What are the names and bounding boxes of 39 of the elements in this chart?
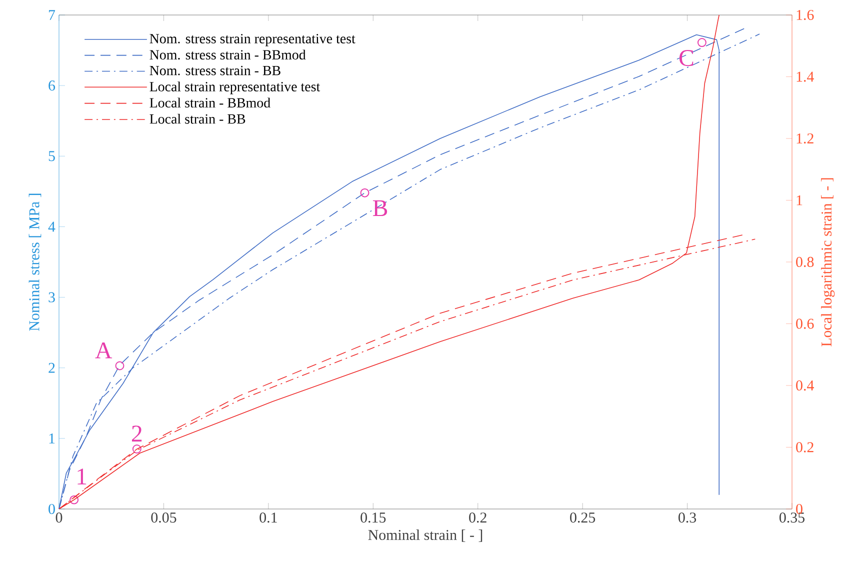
annotation: C	[679, 50, 694, 66]
y2-tick-label: 0	[796, 504, 802, 514]
y-tick-label: 5	[48, 151, 55, 162]
y-axis-title: Nominal stress [ MPa ]	[28, 194, 42, 331]
y2-tick-label: 0.8	[796, 256, 814, 268]
y2-axis-title: Local logarithmic strain [ - ]	[821, 178, 835, 346]
y2-tick-label: 1.6	[796, 10, 814, 20]
legend-label: Local strain - BBmod	[150, 98, 270, 108]
y2-tick-label: 0.2	[796, 442, 814, 452]
x-tick-label: 0.35	[779, 512, 804, 523]
x-tick-label: 0.2	[469, 512, 486, 523]
legend-label: Nom. stress strain representative test	[150, 34, 356, 46]
x-tick-label: 0.25	[570, 512, 596, 523]
x-tick-label: 0.1	[260, 512, 277, 523]
y2-tick-label: 1.2	[796, 133, 814, 144]
y-tick-label: 3	[48, 292, 55, 302]
annotation: B	[372, 200, 388, 216]
legend-label: Nom. stress strain - BB	[150, 66, 280, 76]
legend-label: Local strain - BB	[150, 114, 246, 124]
y-tick-label: 0	[48, 504, 55, 514]
x-tick-label: 0.15	[360, 512, 386, 523]
legend-label: Local strain representative test	[150, 82, 320, 94]
y2-tick-label: 1	[796, 195, 802, 206]
y-tick-label: 2	[48, 362, 55, 373]
annotation: 2	[132, 426, 142, 442]
y2-tick-label: 0.6	[796, 318, 814, 329]
annotation: 1	[78, 468, 86, 484]
y-tick-label: 1	[49, 434, 55, 444]
legend-label: Nom. stress strain - BBmod	[150, 50, 306, 60]
x-tick-label: 0.05	[151, 512, 176, 523]
y-tick-label: 4	[48, 222, 56, 232]
annotation: A	[95, 342, 112, 358]
x-axis-title: Nominal strain [ - ]	[368, 530, 482, 542]
y2-tick-label: 0.4	[796, 380, 814, 391]
y-tick-label: 7	[48, 10, 56, 20]
x-tick-label: 0	[56, 512, 62, 523]
y-tick-label: 6	[48, 80, 56, 91]
y2-tick-label: 1.4	[796, 72, 814, 82]
x-tick-label: 0.3	[678, 512, 696, 523]
